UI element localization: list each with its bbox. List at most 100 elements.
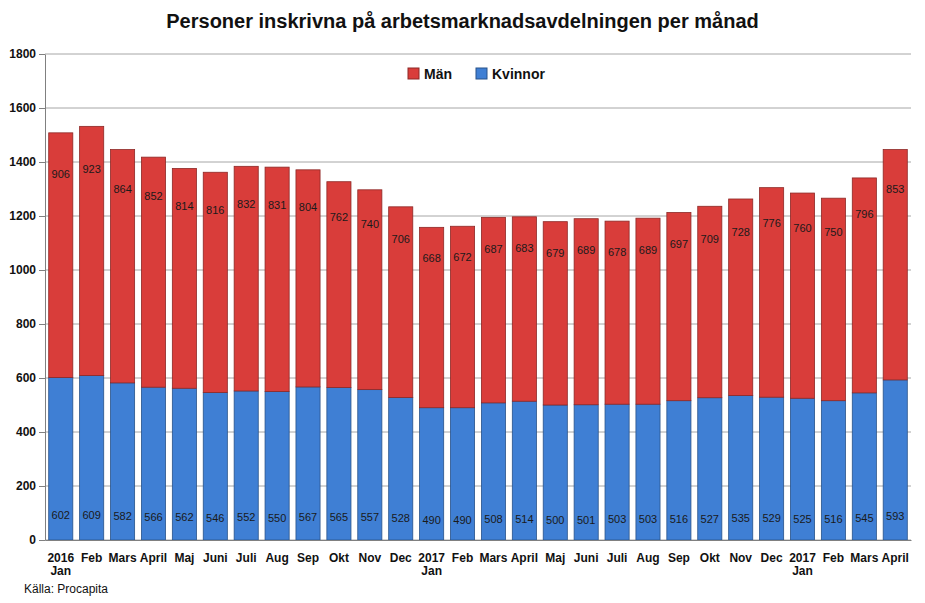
data-labels: 6026095825665625465525505675655575284904… — [52, 163, 905, 526]
x-tick: Dec — [390, 540, 412, 565]
bar — [512, 401, 536, 540]
x-tick-label: 2017Jan — [418, 551, 445, 579]
x-tick-label: Juli — [236, 551, 257, 565]
bar — [729, 199, 753, 396]
bar — [265, 167, 289, 391]
data-label: 831 — [268, 199, 286, 211]
x-tick: April — [140, 540, 167, 565]
x-axis: 2016JanFebMarsAprilMajJuniJuliAugSepOktN… — [46, 540, 912, 578]
bar — [698, 398, 722, 540]
x-tick: Okt — [700, 540, 720, 565]
data-label: 728 — [732, 226, 750, 238]
x-tick: Juni — [574, 540, 599, 565]
bar — [543, 405, 567, 540]
data-label: 503 — [639, 513, 657, 525]
data-label: 923 — [82, 163, 100, 175]
data-label: 689 — [577, 244, 595, 256]
bar — [203, 393, 227, 540]
bar — [729, 396, 753, 540]
bar — [172, 168, 196, 388]
y-tick: 200 — [16, 479, 45, 493]
y-tick-mark — [39, 378, 45, 379]
x-tick-label: Dec — [761, 551, 783, 565]
bar — [234, 166, 258, 391]
bar — [543, 222, 567, 405]
data-label: 679 — [546, 247, 564, 259]
data-label: 709 — [701, 233, 719, 245]
legend-swatch — [408, 68, 419, 79]
data-label: 562 — [175, 511, 193, 523]
x-tick: Juni — [203, 540, 228, 565]
data-label: 582 — [113, 510, 131, 522]
x-tick-label: Nov — [729, 551, 752, 565]
data-label: 545 — [855, 512, 873, 524]
y-tick-label: 1600 — [9, 101, 36, 115]
x-tick: 2016Jan — [47, 540, 74, 578]
data-label: 816 — [206, 204, 224, 216]
y-tick: 800 — [16, 317, 45, 331]
bar — [389, 207, 413, 398]
y-tick-mark — [39, 324, 45, 325]
x-tick-label: Sep — [668, 551, 690, 565]
bar — [389, 397, 413, 540]
x-tick-label: Dec — [390, 551, 412, 565]
y-tick-mark — [39, 108, 45, 109]
y-tick-label: 800 — [16, 317, 36, 331]
grid-line — [45, 162, 911, 163]
source: Källa: Procapita — [24, 582, 108, 596]
bar — [420, 408, 444, 540]
y-axis-line — [45, 55, 46, 541]
x-tick-label: Nov — [358, 551, 381, 565]
x-tick: Feb — [452, 540, 473, 565]
x-tick-label: Okt — [329, 551, 349, 565]
bar — [203, 172, 227, 392]
x-tick: Sep — [297, 540, 319, 565]
grid — [45, 54, 911, 540]
bar — [821, 198, 845, 401]
data-label: 514 — [515, 513, 533, 525]
x-tick: April — [511, 540, 538, 565]
y-tick-mark — [39, 540, 45, 541]
x-tick: Mars — [109, 540, 137, 565]
bar — [450, 408, 474, 540]
data-label: 832 — [237, 198, 255, 210]
x-tick: Okt — [329, 540, 349, 565]
x-tick: Nov — [729, 540, 752, 565]
legend-item: Män — [408, 66, 452, 82]
data-label: 697 — [670, 238, 688, 250]
y-tick-label: 1800 — [9, 47, 36, 61]
bar — [450, 226, 474, 407]
x-tick: Aug — [265, 540, 288, 565]
bar — [481, 403, 505, 540]
y-tick-mark — [39, 54, 45, 55]
data-label: 750 — [824, 226, 842, 238]
data-label: 550 — [268, 512, 286, 524]
y-tick-label: 1200 — [9, 209, 36, 223]
bar — [296, 387, 320, 540]
y-tick-label: 400 — [16, 425, 36, 439]
x-tick: Maj — [545, 540, 565, 565]
data-label: 672 — [453, 251, 471, 263]
bar — [80, 126, 104, 375]
data-label: 852 — [144, 190, 162, 202]
x-tick-label: Feb — [81, 551, 102, 565]
data-label: 678 — [608, 246, 626, 258]
bar — [512, 217, 536, 401]
y-tick-mark — [39, 162, 45, 163]
legend-swatch — [476, 68, 487, 79]
x-tick-label: Aug — [636, 551, 659, 565]
y-tick-mark — [39, 270, 45, 271]
y-tick-label: 0 — [29, 533, 36, 547]
data-label: 760 — [793, 222, 811, 234]
data-label: 853 — [886, 183, 904, 195]
bar — [358, 390, 382, 540]
bar — [141, 157, 165, 387]
data-label: 490 — [422, 514, 440, 526]
data-label: 546 — [206, 512, 224, 524]
data-label: 557 — [361, 511, 379, 523]
bar — [234, 391, 258, 540]
data-label: 687 — [484, 243, 502, 255]
data-label: 529 — [762, 512, 780, 524]
data-label: 503 — [608, 513, 626, 525]
title: Personer inskrivna på arbetsmarknadsavde… — [166, 10, 758, 32]
